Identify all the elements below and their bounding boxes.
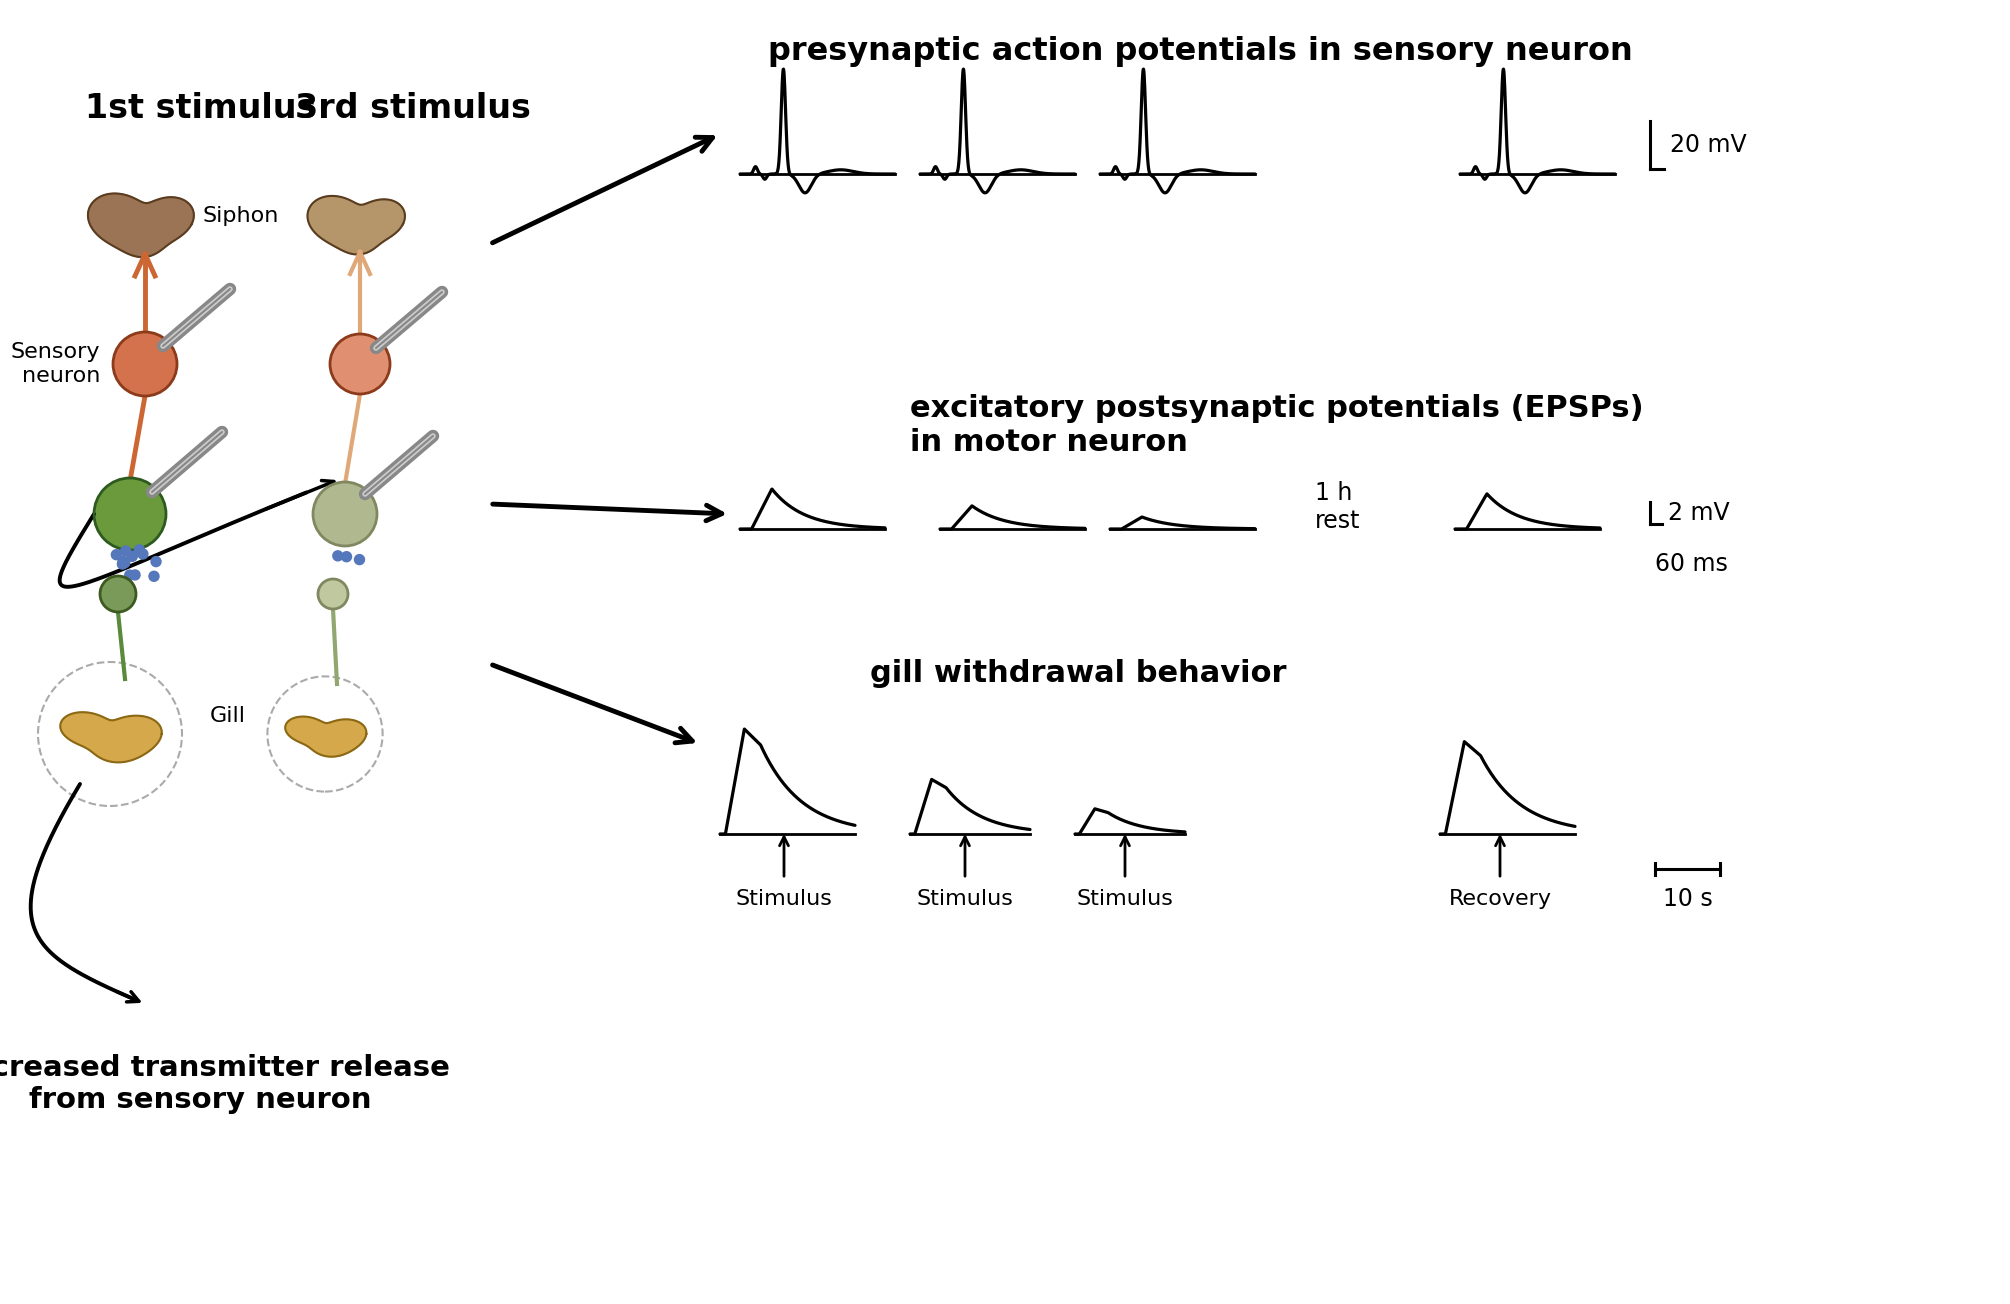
Circle shape [113,333,177,396]
Text: Sensory
neuron: Sensory neuron [10,343,101,386]
Circle shape [135,545,145,554]
Polygon shape [285,717,366,756]
Circle shape [121,546,131,556]
Text: Siphon: Siphon [203,206,279,226]
Polygon shape [60,712,161,763]
Text: 1st stimulus: 1st stimulus [84,93,316,125]
Circle shape [121,558,131,567]
Circle shape [125,570,135,580]
Circle shape [149,571,159,582]
Circle shape [314,482,378,546]
Text: Stimulus: Stimulus [736,889,832,909]
Text: Gill: Gill [209,705,245,726]
Circle shape [127,552,137,561]
Text: 20 mV: 20 mV [1670,133,1747,156]
Polygon shape [88,193,193,257]
Circle shape [94,479,167,550]
Text: presynaptic action potentials in sensory neuron: presynaptic action potentials in sensory… [768,37,1632,67]
Circle shape [151,557,161,567]
Text: 1 h
rest: 1 h rest [1315,481,1361,533]
Circle shape [131,570,141,580]
Circle shape [139,549,149,559]
Circle shape [117,559,127,569]
Circle shape [342,552,352,562]
Text: Stimulus: Stimulus [917,889,1013,909]
Circle shape [111,550,121,559]
Text: Recovery: Recovery [1449,889,1552,909]
Circle shape [119,557,129,566]
Circle shape [334,550,344,561]
Text: excitatory postsynaptic potentials (EPSPs)
in motor neuron: excitatory postsynaptic potentials (EPSP… [911,394,1644,456]
Text: 60 ms: 60 ms [1654,552,1729,576]
Text: Stimulus: Stimulus [1077,889,1174,909]
Circle shape [318,579,348,609]
Text: gill withdrawal behavior: gill withdrawal behavior [870,659,1286,689]
Circle shape [100,576,137,612]
Text: decreased transmitter release
from sensory neuron: decreased transmitter release from senso… [0,1054,450,1114]
Polygon shape [308,196,404,254]
Text: 3rd stimulus: 3rd stimulus [295,93,531,125]
Text: 2 mV: 2 mV [1668,501,1731,526]
Circle shape [330,334,390,394]
Circle shape [354,554,364,565]
Text: 10 s: 10 s [1662,887,1713,911]
